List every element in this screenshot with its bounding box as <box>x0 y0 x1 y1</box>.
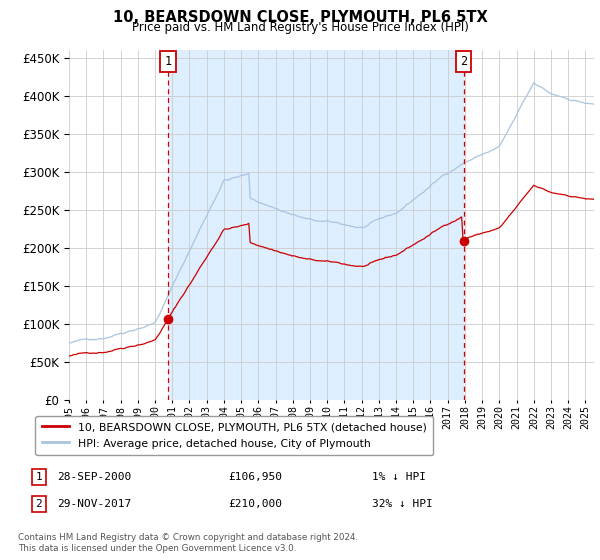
Text: 2: 2 <box>460 55 467 68</box>
Legend: 10, BEARSDOWN CLOSE, PLYMOUTH, PL6 5TX (detached house), HPI: Average price, det: 10, BEARSDOWN CLOSE, PLYMOUTH, PL6 5TX (… <box>35 416 433 455</box>
Text: Contains HM Land Registry data © Crown copyright and database right 2024.
This d: Contains HM Land Registry data © Crown c… <box>18 533 358 553</box>
Bar <box>168 50 464 400</box>
Bar <box>69 50 168 400</box>
Text: 1: 1 <box>164 55 172 68</box>
Text: 10, BEARSDOWN CLOSE, PLYMOUTH, PL6 5TX: 10, BEARSDOWN CLOSE, PLYMOUTH, PL6 5TX <box>113 10 487 25</box>
Text: Price paid vs. HM Land Registry's House Price Index (HPI): Price paid vs. HM Land Registry's House … <box>131 21 469 34</box>
Text: 28-SEP-2000: 28-SEP-2000 <box>57 472 131 482</box>
Text: 1: 1 <box>35 472 43 482</box>
Text: 29-NOV-2017: 29-NOV-2017 <box>57 499 131 509</box>
Bar <box>464 50 600 400</box>
Text: £210,000: £210,000 <box>228 499 282 509</box>
Text: 1% ↓ HPI: 1% ↓ HPI <box>372 472 426 482</box>
Text: £106,950: £106,950 <box>228 472 282 482</box>
Text: 32% ↓ HPI: 32% ↓ HPI <box>372 499 433 509</box>
Text: 2: 2 <box>35 499 43 509</box>
